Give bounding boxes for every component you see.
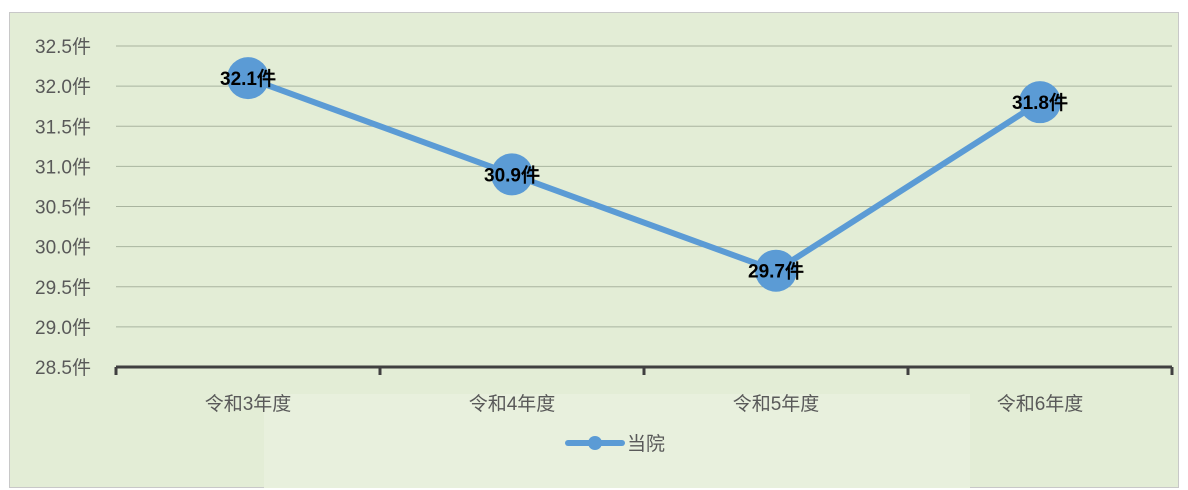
data-label: 29.7件: [748, 260, 804, 283]
y-axis-ticks: 28.5件 29.0件 29.5件 30.0件 30.5件 31.0件 31.5件 32.0件…: [35, 36, 91, 379]
data-label: 31.8件: [1012, 91, 1068, 114]
series-line: [245, 75, 1043, 274]
y-tick-label: 31.5件: [35, 116, 91, 138]
y-tick-label: 28.5件: [35, 357, 91, 379]
y-tick-label: 32.5件: [35, 36, 91, 58]
x-tick-label: 令和6年度: [997, 393, 1084, 415]
legend-label: 当院: [627, 433, 665, 455]
legend-marker: [588, 436, 602, 450]
data-point: [1019, 81, 1061, 124]
data-label: 32.1件: [220, 67, 276, 90]
x-tick-label: 令和3年度: [205, 393, 292, 415]
data-point: [755, 249, 797, 292]
data-labels: 32.1件 30.9件 29.7件 31.8件: [220, 67, 1068, 283]
x-tick-label: 令和5年度: [733, 393, 820, 415]
legend: 当院: [565, 433, 665, 455]
data-point: [227, 57, 269, 100]
y-tick-label: 29.5件: [35, 277, 91, 299]
y-tick-label: 30.5件: [35, 197, 91, 219]
x-axis-ticks: 令和3年度 令和4年度 令和5年度 令和6年度: [205, 393, 1084, 415]
data-point: [491, 153, 533, 196]
y-tick-label: 30.0件: [35, 237, 91, 259]
y-tick-label: 31.0件: [35, 156, 91, 178]
x-axis: [114, 365, 1174, 375]
y-tick-label: 32.0件: [35, 76, 91, 98]
gridlines: [116, 45, 1172, 328]
x-tick-label: 令和4年度: [469, 393, 556, 415]
y-tick-label: 29.0件: [35, 317, 91, 339]
series-当院: [227, 57, 1061, 292]
data-label: 30.9件: [484, 163, 540, 186]
